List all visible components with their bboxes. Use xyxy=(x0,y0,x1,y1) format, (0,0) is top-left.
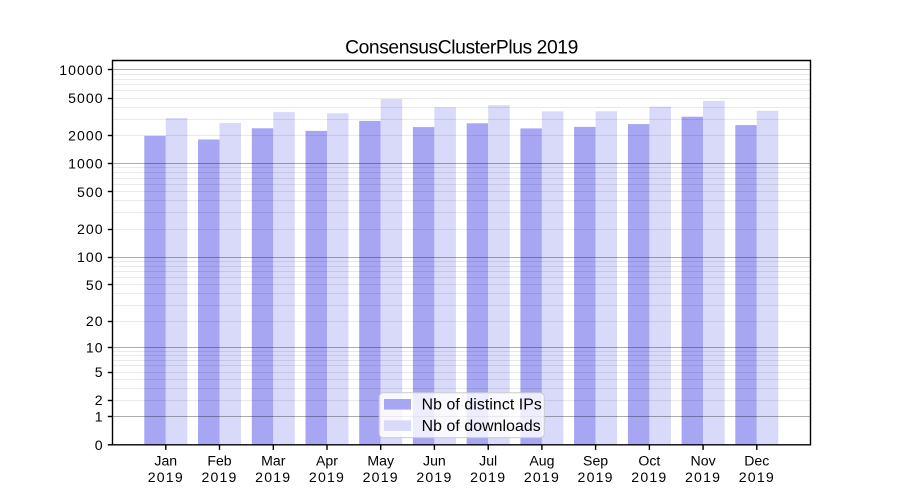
svg-text:Aug: Aug xyxy=(529,453,554,469)
svg-text:2019: 2019 xyxy=(255,469,291,485)
svg-text:Dec: Dec xyxy=(744,453,769,469)
svg-text:2: 2 xyxy=(95,392,104,408)
svg-text:Jan: Jan xyxy=(154,453,177,469)
svg-text:2019: 2019 xyxy=(524,469,560,485)
svg-text:10: 10 xyxy=(86,339,104,355)
svg-text:Mar: Mar xyxy=(261,453,286,469)
svg-text:2019: 2019 xyxy=(201,469,237,485)
svg-text:2019: 2019 xyxy=(416,469,452,485)
svg-text:0: 0 xyxy=(95,437,104,453)
svg-text:2019: 2019 xyxy=(470,469,506,485)
svg-text:500: 500 xyxy=(77,184,104,200)
svg-text:Oct: Oct xyxy=(638,453,660,469)
svg-text:Jun: Jun xyxy=(423,453,446,469)
svg-text:Nov: Nov xyxy=(691,453,716,469)
svg-text:May: May xyxy=(367,453,395,469)
svg-text:2019: 2019 xyxy=(148,469,184,485)
svg-text:2019: 2019 xyxy=(685,469,721,485)
svg-text:Nb of downloads: Nb of downloads xyxy=(422,418,541,435)
svg-text:Apr: Apr xyxy=(316,453,338,469)
svg-text:5000: 5000 xyxy=(68,90,104,106)
svg-text:2019: 2019 xyxy=(363,469,399,485)
svg-text:2000: 2000 xyxy=(68,127,104,143)
svg-text:2019: 2019 xyxy=(631,469,667,485)
svg-text:50: 50 xyxy=(86,277,104,293)
svg-text:Jul: Jul xyxy=(479,453,497,469)
svg-text:100: 100 xyxy=(77,249,104,265)
svg-text:ConsensusClusterPlus 2019: ConsensusClusterPlus 2019 xyxy=(345,38,578,59)
svg-text:200: 200 xyxy=(77,221,104,237)
svg-text:Nb of distinct IPs: Nb of distinct IPs xyxy=(422,397,542,414)
svg-text:10000: 10000 xyxy=(59,62,103,78)
svg-text:20: 20 xyxy=(86,313,104,329)
svg-text:2019: 2019 xyxy=(309,469,345,485)
svg-text:2019: 2019 xyxy=(578,469,614,485)
svg-text:Feb: Feb xyxy=(207,453,231,469)
svg-text:2019: 2019 xyxy=(739,469,775,485)
svg-text:Sep: Sep xyxy=(583,453,608,469)
svg-text:1000: 1000 xyxy=(68,156,104,172)
svg-text:1: 1 xyxy=(95,409,104,425)
svg-text:5: 5 xyxy=(95,364,104,380)
